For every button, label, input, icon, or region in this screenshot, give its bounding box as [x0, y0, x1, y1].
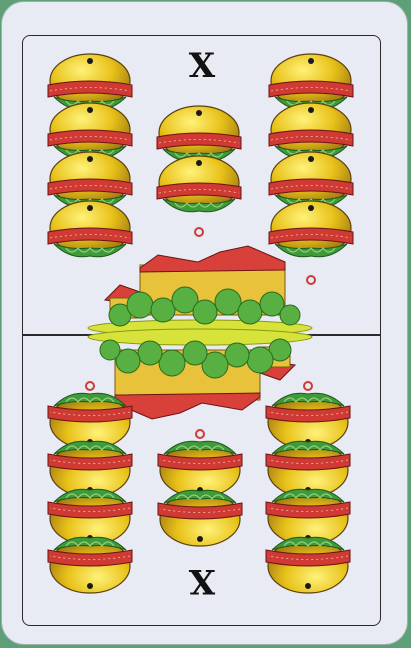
bell-icon-column-right-bottom [266, 381, 350, 593]
bell-icon-column-center-top [156, 105, 242, 237]
bell-icon-column-left-bottom [48, 381, 132, 593]
castle-icon-bottom [87, 328, 313, 420]
card-frame [22, 35, 381, 626]
bell-icon-column-left-top [47, 53, 133, 258]
bell-icon-column-center-bottom [158, 429, 242, 546]
rank-label-top: X [188, 46, 216, 86]
castle-icon-top [87, 245, 313, 337]
bell-icon-column-right-top [268, 53, 354, 285]
